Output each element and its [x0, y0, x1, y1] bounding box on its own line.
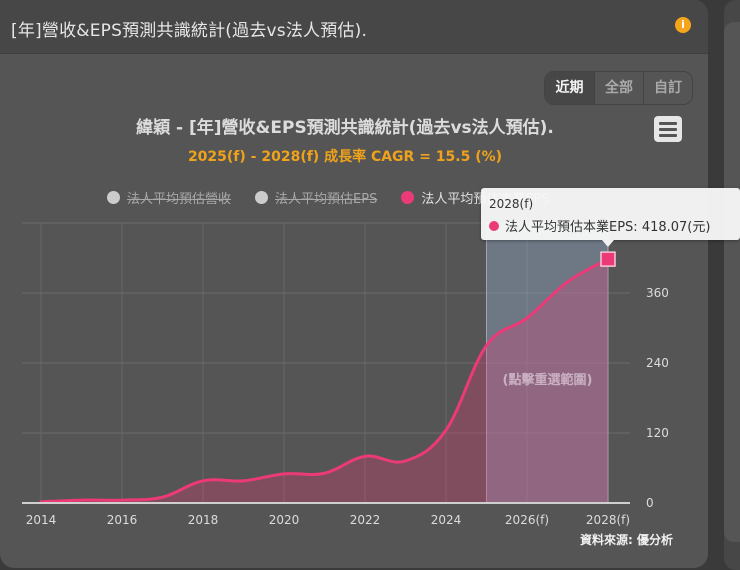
adjacent-card [724, 0, 740, 570]
tooltip-arrow [602, 240, 614, 247]
legend-dot-icon [107, 191, 120, 204]
chart-subtitle: 2025(f) - 2028(f) 成長率 CAGR = 15.5 (%) [187, 149, 503, 165]
range-button-recent[interactable]: 近期 [545, 72, 594, 104]
x-tick-label: 2028(f) [586, 513, 630, 527]
tooltip-value: 法人平均預估本業EPS: 418.07(元) [505, 220, 711, 235]
x-tick-label: 2018 [188, 513, 219, 527]
y-tick-label: 0 [646, 496, 654, 510]
card-header: [年]營收&EPS預測共識統計(過去vs法人預估). i [0, 0, 708, 54]
legend-label: 法人平均預估EPS [275, 192, 378, 207]
adjacent-card-body [724, 22, 740, 542]
y-axis-labels: 0 120 240 360 [646, 286, 669, 510]
info-icon[interactable]: i [675, 17, 691, 33]
range-selector: 近期 全部 自訂 [544, 71, 693, 105]
x-tick-label: 2022 [350, 513, 381, 527]
plot-area[interactable]: 2014 2016 2018 2020 2022 2024 2026(f) 2028(f) 0… [0, 0, 708, 568]
series-dot-icon [489, 220, 499, 231]
x-tick-label: 2026(f) [505, 513, 549, 527]
reset-zoom-label[interactable]: (點擊重選範圍) [502, 373, 593, 388]
x-tick-label: 2014 [26, 513, 57, 527]
legend-item-eps[interactable]: 法人平均預估EPS [255, 188, 377, 207]
range-button-custom[interactable]: 自訂 [643, 72, 692, 104]
y-tick-label: 240 [646, 356, 669, 370]
x-tick-label: 2016 [107, 513, 138, 527]
chart-title: 緯穎 - [年]營收&EPS預測共識統計(過去vs法人預估). [136, 118, 554, 138]
x-tick-label: 2020 [269, 513, 300, 527]
chart-card: [年]營收&EPS預測共識統計(過去vs法人預估). i 近期 全部 自訂 緯穎… [0, 0, 708, 568]
y-tick-label: 360 [646, 286, 669, 300]
legend-label: 法人平均預估營收 [127, 192, 232, 207]
x-axis-labels: 2014 2016 2018 2020 2022 2024 2026(f) 2028(f) [26, 513, 630, 527]
tooltip-row: 法人平均預估本業EPS: 418.07(元) [489, 216, 710, 235]
legend-item-revenue[interactable]: 法人平均預估營收 [107, 188, 231, 207]
data-source-label: 資料來源: 優分析 [580, 533, 673, 547]
hamburger-menu-icon[interactable] [654, 116, 682, 142]
y-tick-label: 120 [646, 426, 669, 440]
hover-marker [600, 251, 616, 267]
tooltip-header: 2028(f) [489, 197, 534, 211]
tooltip: 2028(f) 法人平均預估本業EPS: 418.07(元) [481, 188, 740, 240]
legend-dot-icon [401, 191, 415, 204]
x-tick-label: 2024 [431, 513, 462, 527]
card-title: [年]營收&EPS預測共識統計(過去vs法人預估). [11, 21, 368, 41]
eps-line[interactable] [39, 257, 610, 504]
range-button-all[interactable]: 全部 [594, 72, 643, 104]
legend-dot-icon [255, 191, 269, 204]
eps-area [41, 259, 608, 503]
